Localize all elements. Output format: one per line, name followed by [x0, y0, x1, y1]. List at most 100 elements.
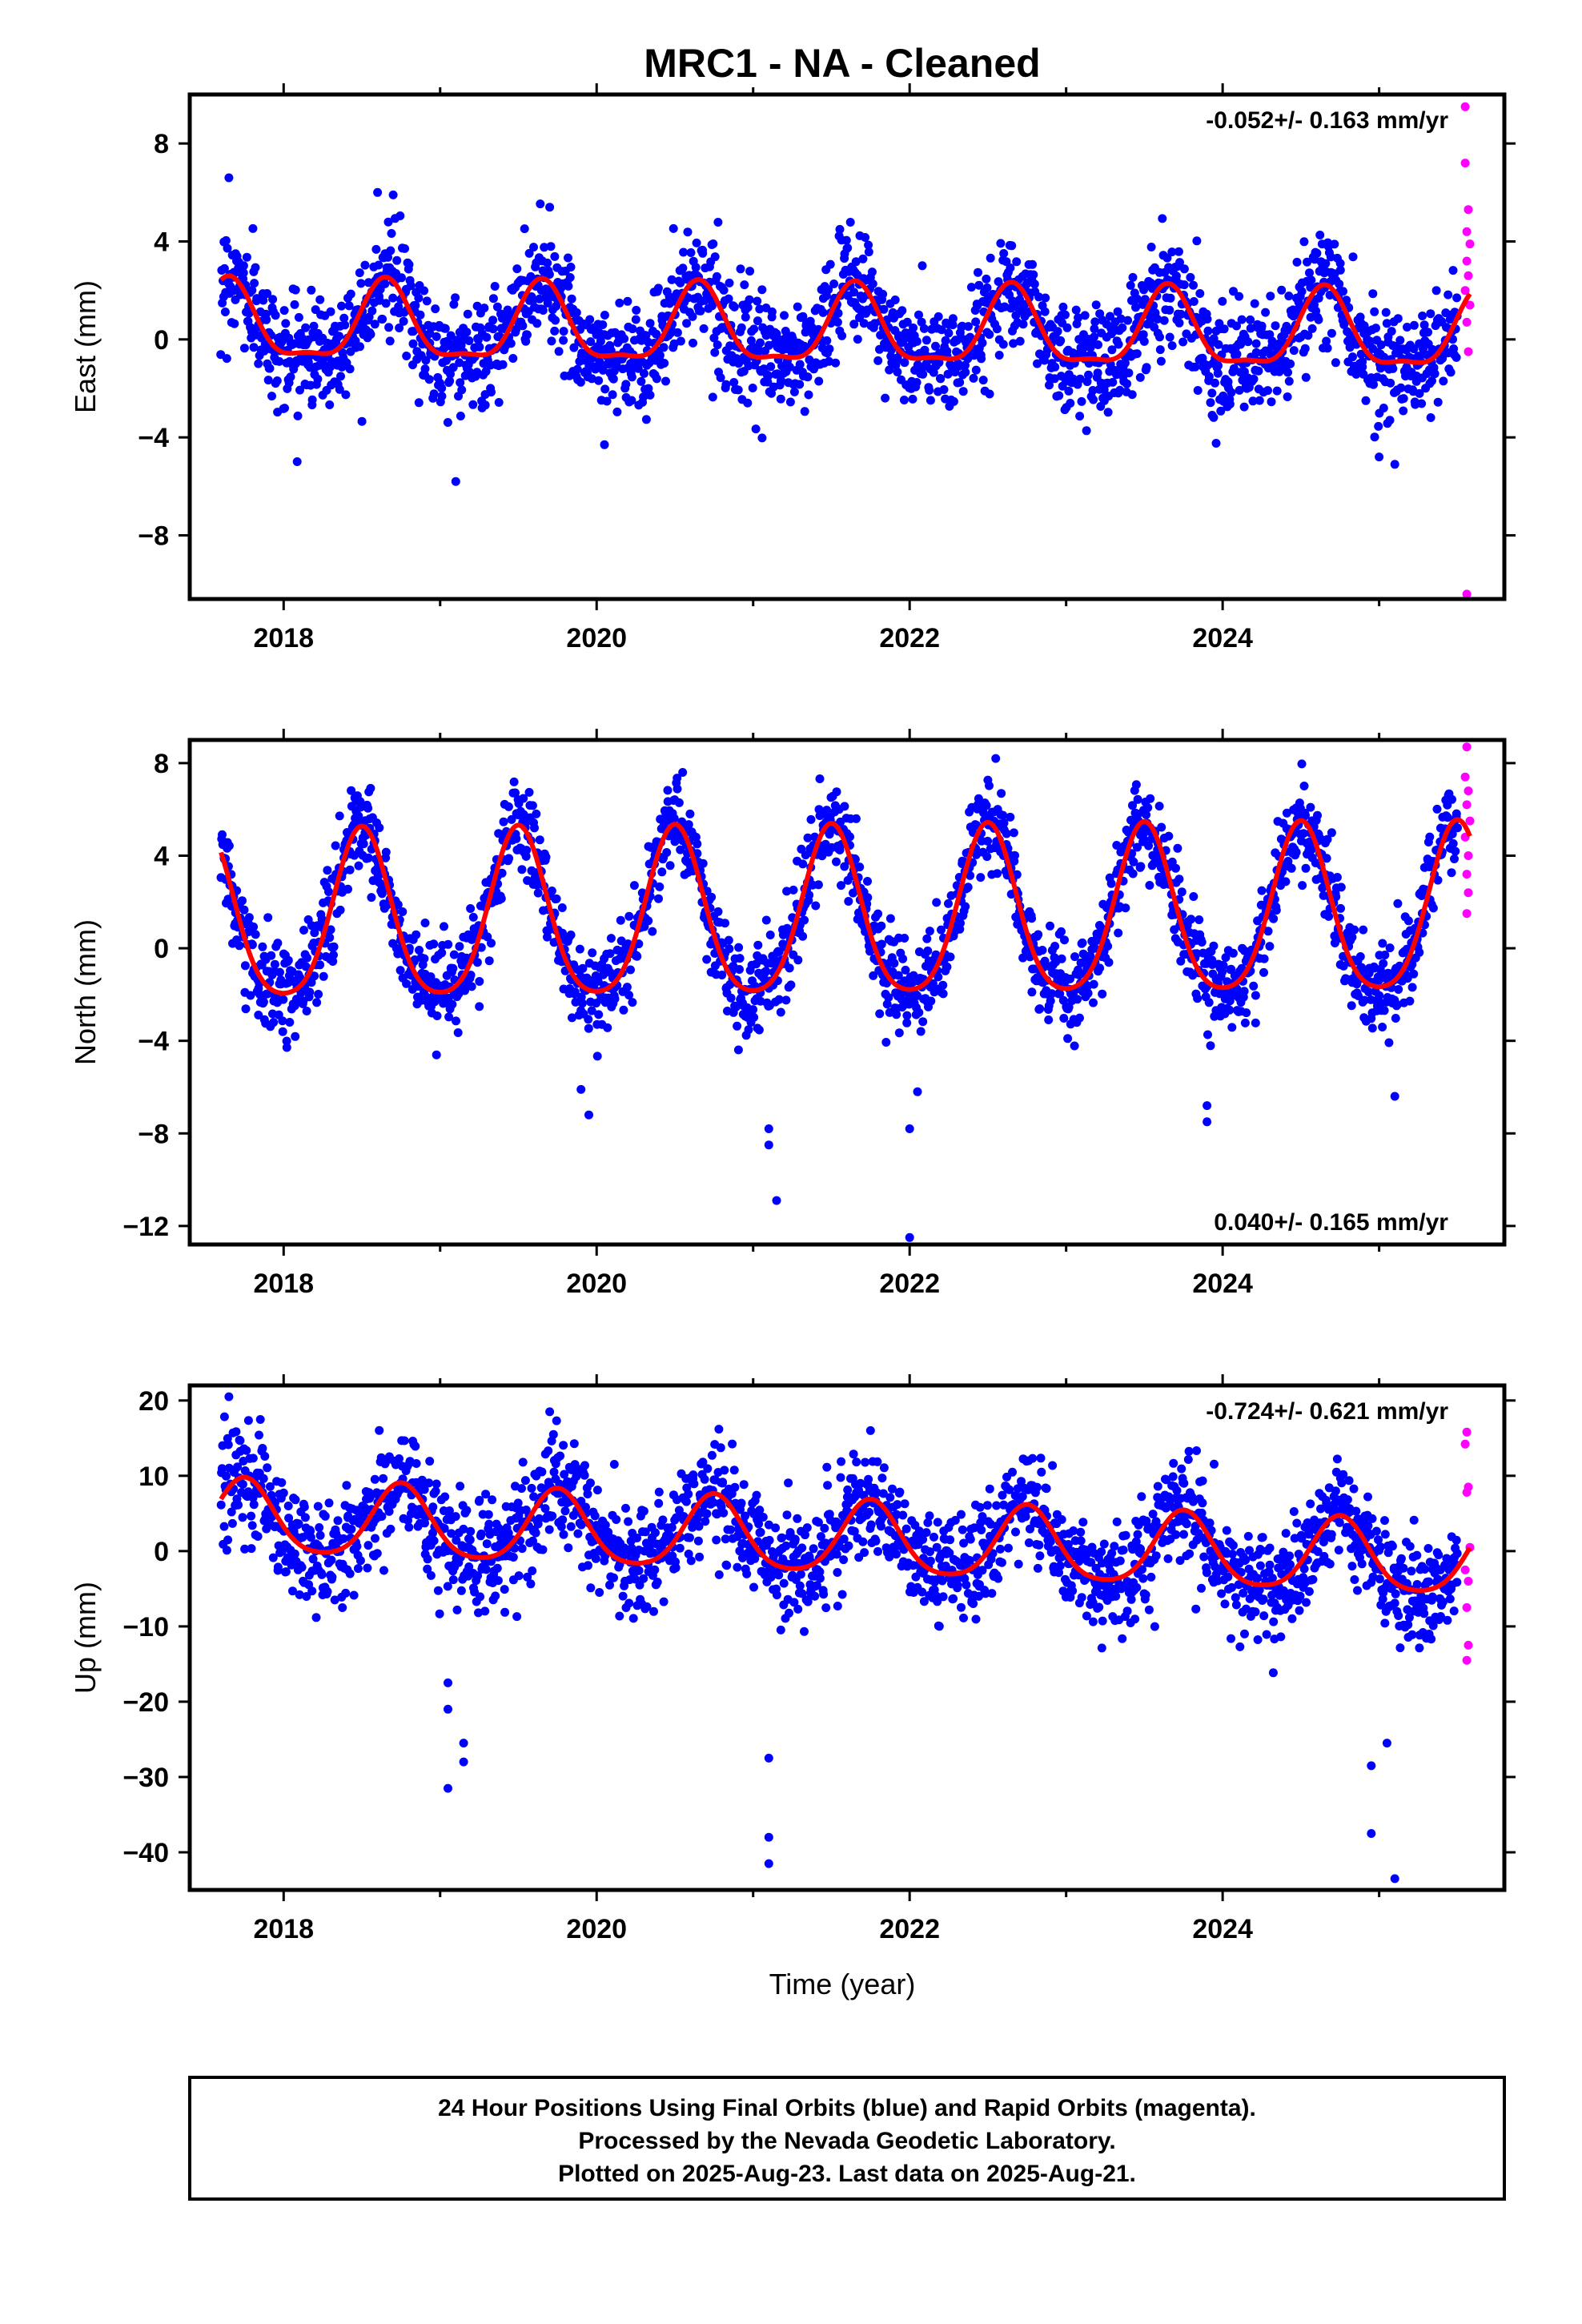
final-point	[662, 848, 672, 857]
final-point	[977, 354, 986, 364]
final-point	[294, 312, 303, 322]
final-point	[1123, 316, 1133, 325]
final-point	[841, 235, 851, 245]
final-point	[710, 252, 720, 262]
final-point	[1204, 372, 1214, 381]
final-point	[564, 253, 572, 263]
final-point	[275, 356, 284, 366]
final-point	[781, 995, 791, 1005]
final-point	[729, 302, 739, 312]
final-point	[329, 942, 339, 951]
final-point	[740, 280, 749, 290]
final-point	[345, 364, 355, 374]
final-point	[632, 305, 641, 315]
final-point	[628, 998, 637, 1007]
final-point	[498, 360, 508, 369]
final-point	[594, 1010, 604, 1019]
final-point	[1369, 380, 1378, 389]
final-point	[692, 238, 701, 247]
final-point	[719, 285, 729, 295]
final-point	[932, 898, 942, 907]
final-point	[1027, 987, 1037, 997]
final-point	[800, 915, 809, 925]
model-fit-line	[219, 273, 1472, 365]
final-point	[1409, 969, 1419, 979]
final-point	[243, 1416, 253, 1425]
final-point	[615, 298, 624, 308]
final-point	[964, 322, 973, 332]
final-point	[1090, 324, 1099, 334]
final-point	[1103, 942, 1113, 951]
final-point	[1379, 404, 1388, 412]
final-point	[1297, 287, 1307, 296]
final-point	[1209, 941, 1219, 951]
final-point	[557, 903, 567, 912]
final-point	[1165, 332, 1174, 342]
final-point	[231, 1427, 241, 1437]
final-point	[468, 912, 478, 922]
final-point	[1348, 252, 1358, 262]
final-point	[889, 959, 899, 968]
final-point	[1374, 421, 1383, 431]
final-point	[331, 841, 340, 850]
final-point	[268, 295, 278, 304]
final-point	[1315, 231, 1325, 239]
final-point	[1214, 361, 1223, 370]
final-point	[1447, 868, 1456, 878]
final-point	[1211, 439, 1221, 448]
final-point	[1189, 892, 1199, 901]
final-point	[1283, 368, 1292, 377]
final-point	[1166, 293, 1175, 303]
final-point	[300, 1513, 310, 1522]
x-tick-label: 2022	[879, 1269, 940, 1299]
final-point	[879, 304, 889, 314]
final-point	[1254, 366, 1263, 376]
final-point	[475, 342, 484, 352]
final-point	[1195, 915, 1204, 924]
final-point	[835, 224, 845, 234]
final-point	[1116, 314, 1126, 324]
final-point	[1384, 1038, 1394, 1047]
final-point	[586, 337, 596, 347]
final-point	[420, 364, 430, 374]
final-point	[569, 1439, 579, 1449]
final-point	[1443, 813, 1452, 822]
final-point	[673, 328, 682, 337]
final-point	[877, 921, 886, 931]
final-point	[219, 1522, 229, 1531]
rapid-point	[1464, 851, 1473, 860]
final-point	[1056, 336, 1066, 345]
final-point	[383, 252, 392, 262]
final-point	[1225, 400, 1235, 409]
final-point	[756, 338, 765, 348]
final-point	[1173, 843, 1182, 853]
final-point	[1009, 339, 1018, 348]
final-point	[299, 926, 308, 935]
final-point	[449, 300, 459, 309]
x-tick-label: 2022	[879, 623, 940, 653]
final-point	[1235, 292, 1244, 301]
final-point	[1271, 906, 1281, 915]
final-point	[1214, 340, 1223, 349]
final-point	[1083, 988, 1093, 998]
final-point	[1146, 794, 1155, 803]
final-point	[743, 303, 753, 312]
final-point	[800, 407, 809, 416]
final-point	[685, 809, 695, 818]
final-point	[309, 321, 319, 331]
final-point	[420, 919, 430, 927]
final-point	[512, 264, 522, 274]
final-point	[425, 328, 435, 338]
final-point	[1131, 303, 1140, 312]
final-point	[475, 977, 484, 986]
final-point	[628, 324, 637, 334]
final-point	[305, 987, 315, 997]
final-outlier-point	[1375, 452, 1384, 462]
final-point	[1010, 850, 1019, 860]
final-point	[673, 784, 682, 794]
final-point	[572, 308, 581, 317]
final-point	[1071, 305, 1081, 315]
final-point	[1284, 292, 1294, 301]
final-point	[686, 248, 696, 257]
